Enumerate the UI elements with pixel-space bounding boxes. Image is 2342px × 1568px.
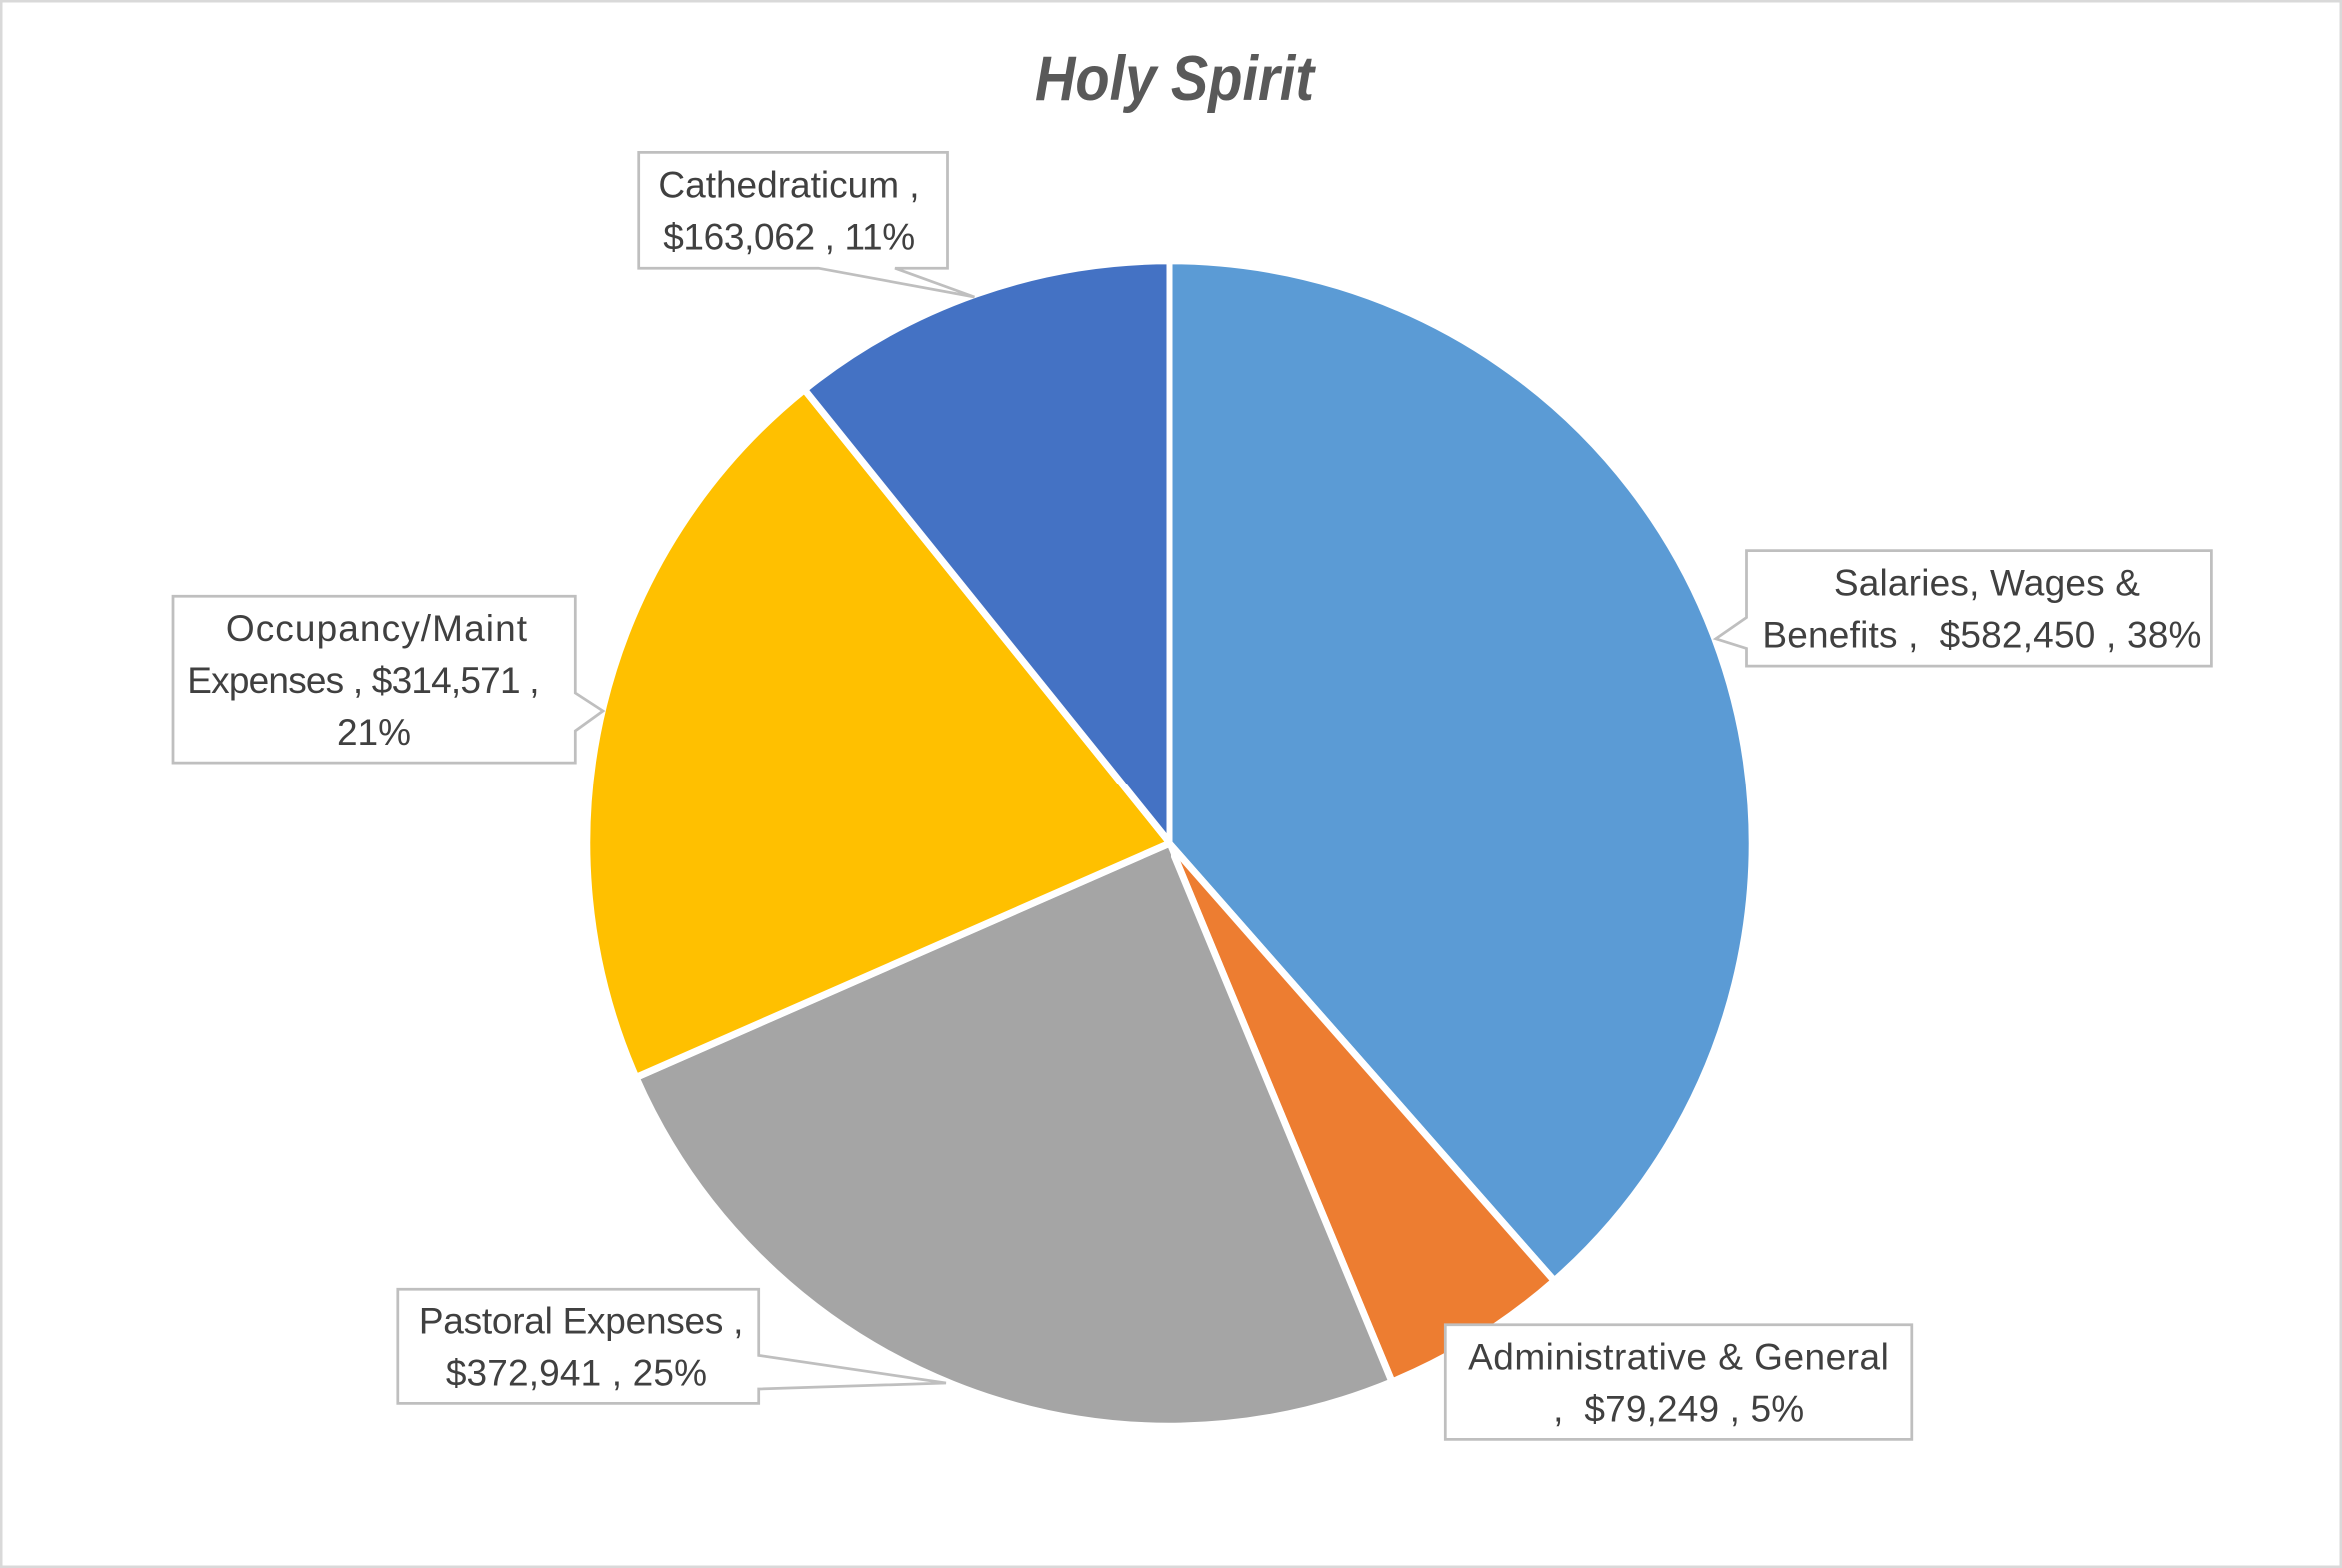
- svg-text:Cathedraticum ,: Cathedraticum ,: [658, 165, 919, 206]
- svg-text:, $79,249 , 5%: , $79,249 , 5%: [1553, 1388, 1804, 1429]
- svg-text:$372,941 , 25%: $372,941 , 25%: [446, 1353, 707, 1394]
- svg-text:Expenses , $314,571 ,: Expenses , $314,571 ,: [187, 660, 538, 701]
- svg-text:$163,062 , 11%: $163,062 , 11%: [663, 217, 915, 258]
- svg-text:Administrative & General: Administrative & General: [1468, 1336, 1889, 1377]
- svg-text:Holy Spirit: Holy Spirit: [1035, 44, 1317, 114]
- svg-text:21%: 21%: [337, 712, 411, 753]
- svg-text:Benefits , $582,450 , 38%: Benefits , $582,450 , 38%: [1762, 615, 2201, 656]
- svg-text:Salaries, Wages &: Salaries, Wages &: [1834, 563, 2140, 604]
- svg-text:Occupancy/Maint: Occupancy/Maint: [226, 608, 528, 649]
- svg-text:Pastoral Expenses ,: Pastoral Expenses ,: [419, 1301, 743, 1342]
